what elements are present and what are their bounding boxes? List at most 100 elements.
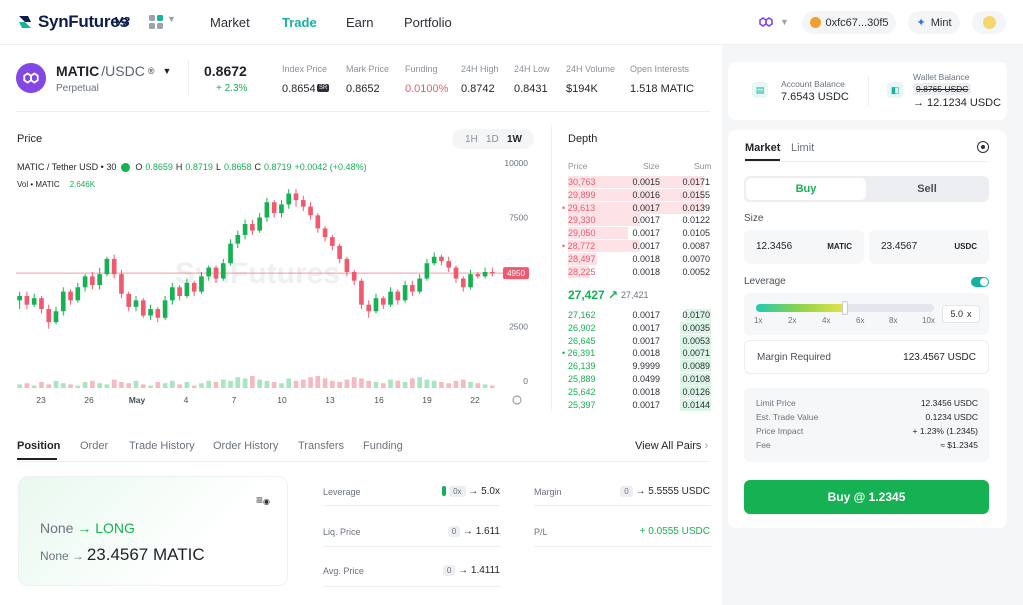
- order-tab-market[interactable]: Market: [745, 142, 781, 154]
- volume-bar: [482, 384, 488, 388]
- ask-row[interactable]: 30,763 0.0015 0.0171: [556, 176, 716, 188]
- margin-required-value: 123.4567 USDC: [903, 352, 976, 363]
- candle-body: [90, 276, 95, 286]
- depth-size: 0.0018: [632, 266, 660, 277]
- leverage-mark[interactable]: 6x: [856, 316, 865, 325]
- volume-bar: [322, 378, 328, 388]
- volume-bar: [308, 377, 313, 388]
- low-label: L: [215, 162, 221, 172]
- tab-trade-history[interactable]: Trade History: [129, 440, 195, 452]
- candle-body: [82, 276, 88, 288]
- apps-grid-icon[interactable]: [148, 14, 164, 30]
- network-selector[interactable]: ▼: [758, 14, 789, 30]
- buy-side-button[interactable]: Buy: [746, 178, 866, 200]
- live-status-icon: [121, 162, 131, 172]
- pl-value: + 0.0555 USDC: [639, 526, 710, 537]
- leverage-thumb[interactable]: [842, 301, 848, 315]
- volume-bar: [184, 382, 190, 388]
- leverage-mark[interactable]: 8x: [889, 316, 898, 325]
- price-chart[interactable]: SynFutures10000750050002500049502326May4…: [10, 155, 530, 417]
- bid-row[interactable]: 25,642 0.0018 0.0126: [556, 385, 716, 398]
- synfutures-logo-icon[interactable]: [16, 13, 34, 31]
- ask-row[interactable]: 28,497 0.0018 0.0070: [556, 252, 716, 265]
- volume-bar: [68, 384, 73, 388]
- position-menu-icon[interactable]: ≡◉: [256, 493, 270, 507]
- nav-portfolio[interactable]: Portfolio: [404, 15, 452, 30]
- mint-button[interactable]: ✦ Mint: [908, 11, 960, 34]
- candle-body: [199, 276, 204, 292]
- divider: [744, 161, 989, 162]
- brand-name[interactable]: SynFutures: [38, 12, 129, 31]
- depth-bar: [679, 398, 711, 411]
- bid-row[interactable]: 26,902 0.0017 0.0035: [556, 321, 716, 334]
- depth-size: 0.0017: [632, 399, 660, 410]
- timeframe-1w[interactable]: 1W: [507, 134, 522, 145]
- volume-bar: [424, 379, 430, 388]
- depth-size: 0.0016: [632, 189, 660, 200]
- nav-trade[interactable]: Trade: [282, 15, 317, 30]
- bid-row[interactable]: 27,162 0.0017 0.0170: [556, 309, 716, 321]
- tab-transfers[interactable]: Transfers: [298, 440, 345, 452]
- last-price: 0.8672: [204, 63, 247, 79]
- candle-body: [330, 237, 335, 246]
- size-base-input[interactable]: 12.3456 MATIC: [744, 230, 864, 264]
- depth-bar: [568, 227, 629, 240]
- volume-bar: [475, 383, 481, 388]
- leverage-toggle[interactable]: [971, 277, 989, 287]
- wallet-address-button[interactable]: 0xfc67...30f5: [802, 11, 896, 34]
- ask-row[interactable]: • 29,613 0.0017 0.0139: [556, 201, 716, 214]
- bid-row[interactable]: 25,397 0.0017 0.0144: [556, 398, 716, 411]
- leverage-mark[interactable]: 2x: [788, 316, 797, 325]
- candle-body: [410, 285, 415, 292]
- depth-size: 0.0018: [632, 253, 660, 264]
- bid-row[interactable]: 26,139 9.9999 0.0089: [556, 360, 716, 373]
- depth-sum: 0.0105: [682, 228, 710, 239]
- candle-body: [148, 309, 153, 316]
- ask-row[interactable]: 29,050 0.0017 0.0105: [556, 227, 716, 240]
- submit-buy-button[interactable]: Buy @ 1.2345: [744, 480, 989, 514]
- sell-side-button[interactable]: Sell: [917, 183, 937, 195]
- volume-bar: [395, 380, 401, 388]
- tab-funding[interactable]: Funding: [363, 440, 403, 452]
- bid-row[interactable]: • 26,391 0.0018 0.0071: [556, 347, 716, 360]
- ask-row[interactable]: • 28,772 0.0017 0.0087: [556, 240, 716, 252]
- depth-bar: [685, 309, 711, 321]
- leverage-input[interactable]: 5.0 x: [942, 305, 980, 323]
- settings-icon[interactable]: [977, 141, 989, 153]
- volume-bar: [60, 383, 66, 388]
- ask-row[interactable]: 29,899 0.0016 0.0155: [556, 188, 716, 201]
- tab-position[interactable]: Position: [17, 440, 61, 452]
- volume-bar: [431, 380, 437, 388]
- bid-row[interactable]: 26,645 0.0017 0.0053: [556, 334, 716, 347]
- nav-earn[interactable]: Earn: [346, 15, 374, 30]
- depth-price: 30,763: [568, 177, 596, 187]
- theme-toggle-button[interactable]: [972, 11, 1006, 34]
- chart-settings-icon[interactable]: [512, 395, 522, 405]
- wallet-balance-old: 9.8765 USDC: [913, 83, 972, 95]
- high-24h-value: 0.8742: [461, 83, 495, 95]
- nav-market[interactable]: Market: [210, 15, 250, 30]
- depth-sum: 0.0053: [682, 335, 710, 346]
- tab-order-history[interactable]: Order History: [213, 440, 279, 452]
- depth-price: 25,397: [568, 399, 596, 410]
- info-icon: ®: [147, 66, 155, 76]
- timeframe-1d[interactable]: 1D: [486, 134, 499, 145]
- size-to: 23.4567 MATIC: [86, 545, 205, 564]
- order-tab-limit[interactable]: Limit: [791, 142, 815, 154]
- chevron-down-icon[interactable]: ▼: [167, 14, 176, 24]
- timeframe-1h[interactable]: 1H: [465, 134, 478, 145]
- size-quote-input[interactable]: 23.4567 USDC: [869, 230, 989, 264]
- symbol-selector[interactable]: MATIC /USDC ® ▼: [56, 63, 171, 79]
- candle-body: [46, 309, 52, 323]
- ask-row[interactable]: 29,330 0.0017 0.0122: [556, 214, 716, 227]
- size-quote-unit: USDC: [954, 242, 977, 251]
- view-all-pairs-link[interactable]: View All Pairs ›: [635, 440, 709, 452]
- tab-order[interactable]: Order: [80, 440, 109, 452]
- divider: [551, 125, 552, 411]
- bid-row[interactable]: 25,889 0.0499 0.0108: [556, 373, 716, 385]
- leverage-mark[interactable]: 10x: [922, 316, 935, 325]
- leverage-mark[interactable]: 1x: [754, 316, 763, 325]
- leverage-mark[interactable]: 4x: [822, 316, 831, 325]
- ask-row[interactable]: 28,225 0.0018 0.0052: [556, 265, 716, 278]
- x-tick-label: 26: [84, 395, 94, 405]
